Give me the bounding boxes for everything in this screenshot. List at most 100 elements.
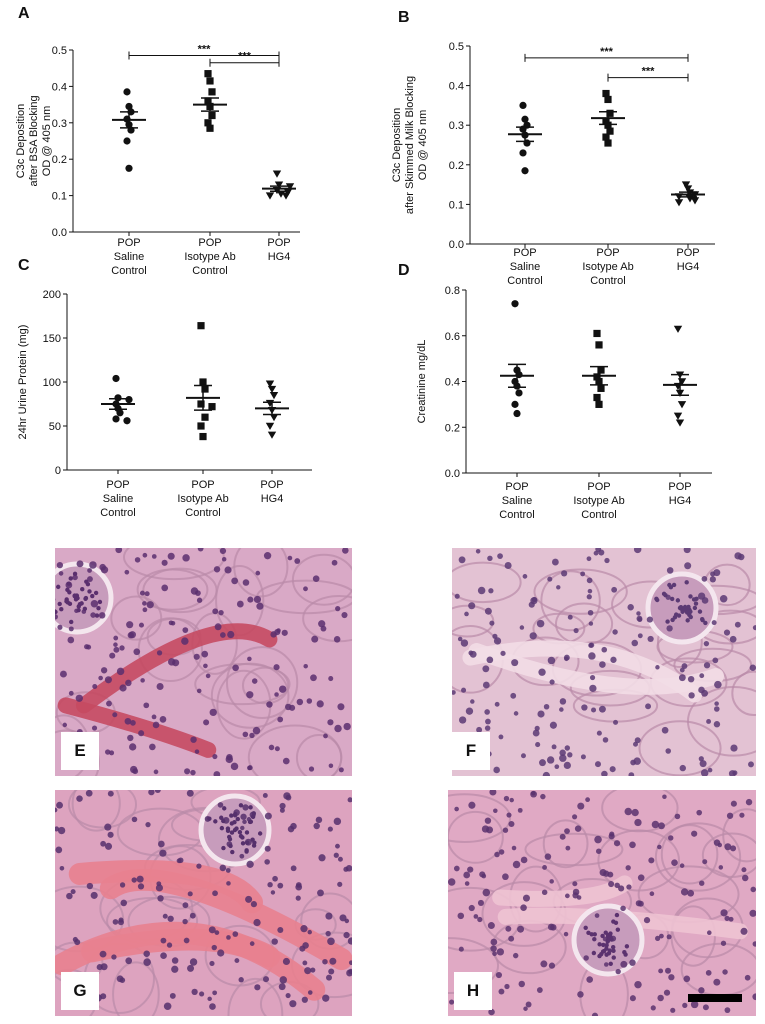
cell-nucleus	[643, 917, 651, 924]
cell-nucleus	[464, 881, 470, 886]
y-tick-label: 200	[43, 289, 61, 301]
y-axis-label: OD @ 405 nm	[41, 106, 53, 176]
cell-nucleus	[74, 608, 79, 614]
cell-nucleus	[530, 790, 536, 796]
cell-nucleus	[104, 823, 112, 831]
cell-nucleus	[530, 597, 538, 605]
cell-nucleus	[136, 875, 144, 883]
cell-nucleus	[752, 993, 756, 1001]
histology-image-f	[452, 548, 756, 776]
tubule-outline	[291, 553, 352, 606]
cell-nucleus	[119, 645, 125, 651]
cell-nucleus	[333, 636, 341, 643]
cell-nucleus	[723, 629, 731, 636]
cell-nucleus	[572, 881, 578, 887]
cell-nucleus	[57, 624, 63, 630]
cell-nucleus	[306, 698, 313, 704]
cell-nucleus	[599, 661, 606, 668]
glomerular-nucleus	[248, 805, 253, 810]
cell-nucleus	[732, 770, 738, 776]
cell-nucleus	[598, 705, 606, 713]
cell-nucleus	[564, 745, 571, 751]
cell-nucleus	[659, 933, 664, 939]
cell-nucleus	[247, 765, 252, 771]
cell-nucleus	[744, 974, 751, 981]
cell-nucleus	[609, 766, 616, 773]
cell-nucleus	[156, 682, 164, 691]
cell-nucleus	[100, 963, 108, 971]
cell-nucleus	[691, 830, 698, 837]
cell-nucleus	[67, 636, 75, 644]
cell-nucleus	[517, 925, 525, 933]
cell-nucleus	[658, 968, 664, 974]
cell-nucleus	[184, 768, 191, 775]
cell-nucleus	[720, 940, 727, 946]
cell-nucleus	[130, 720, 136, 726]
cell-nucleus	[151, 554, 157, 559]
data-point-square	[593, 329, 601, 338]
x-tick-label: Control	[192, 265, 227, 277]
cell-nucleus	[107, 831, 114, 838]
y-tick-label: 0.0	[445, 468, 460, 480]
cell-nucleus	[508, 820, 515, 827]
cell-nucleus	[633, 548, 642, 554]
cell-nucleus	[325, 930, 331, 937]
cell-nucleus	[490, 945, 497, 952]
panel-label-e: E	[61, 732, 99, 770]
data-point-circle	[112, 415, 120, 423]
cell-nucleus	[85, 790, 93, 797]
cell-nucleus	[712, 657, 719, 664]
cell-nucleus	[504, 983, 510, 990]
cell-nucleus	[486, 656, 494, 664]
cell-nucleus	[453, 865, 460, 872]
tubule-outline	[112, 961, 160, 1016]
cell-nucleus	[312, 575, 320, 583]
cell-nucleus	[242, 579, 250, 586]
panel-letter: D	[398, 262, 410, 279]
cell-nucleus	[564, 828, 570, 834]
cell-nucleus	[212, 608, 219, 615]
cell-nucleus	[629, 841, 636, 849]
data-point-triangle	[265, 399, 275, 408]
cell-nucleus	[115, 548, 123, 554]
cell-nucleus	[713, 721, 721, 728]
cell-nucleus	[86, 882, 94, 890]
glomerular-nucleus	[67, 601, 73, 607]
cell-nucleus	[494, 851, 500, 858]
cell-nucleus	[75, 694, 83, 702]
y-tick-label: 0.3	[449, 120, 464, 132]
cell-nucleus	[113, 642, 118, 647]
cell-nucleus	[274, 692, 279, 697]
cell-nucleus	[536, 619, 545, 628]
y-tick-label: 0.2	[449, 160, 464, 172]
cell-nucleus	[279, 976, 288, 984]
cell-nucleus	[168, 658, 176, 666]
cell-nucleus	[318, 620, 326, 628]
cell-nucleus	[702, 1004, 709, 1011]
cell-nucleus	[325, 912, 333, 920]
cell-nucleus	[284, 703, 292, 711]
histology-image-h	[448, 790, 756, 1016]
cell-nucleus	[274, 629, 281, 636]
cell-nucleus	[505, 925, 512, 932]
cell-nucleus	[348, 960, 352, 966]
cell-nucleus	[510, 692, 517, 699]
cell-nucleus	[143, 702, 150, 709]
cell-nucleus	[594, 761, 601, 768]
cell-nucleus	[333, 852, 339, 858]
cell-nucleus	[650, 1005, 656, 1011]
tubule-outline	[540, 570, 601, 632]
cell-nucleus	[209, 708, 217, 717]
cell-nucleus	[250, 901, 258, 908]
cell-nucleus	[665, 594, 671, 600]
cell-nucleus	[682, 1002, 688, 1009]
data-point-square	[197, 400, 205, 408]
cell-nucleus	[119, 684, 127, 692]
cell-nucleus	[508, 935, 515, 942]
tubule-outline	[731, 670, 756, 716]
cell-nucleus	[244, 838, 252, 846]
cell-nucleus	[559, 707, 564, 712]
cell-nucleus	[274, 746, 280, 752]
cell-nucleus	[239, 853, 245, 859]
cell-nucleus	[271, 938, 278, 945]
